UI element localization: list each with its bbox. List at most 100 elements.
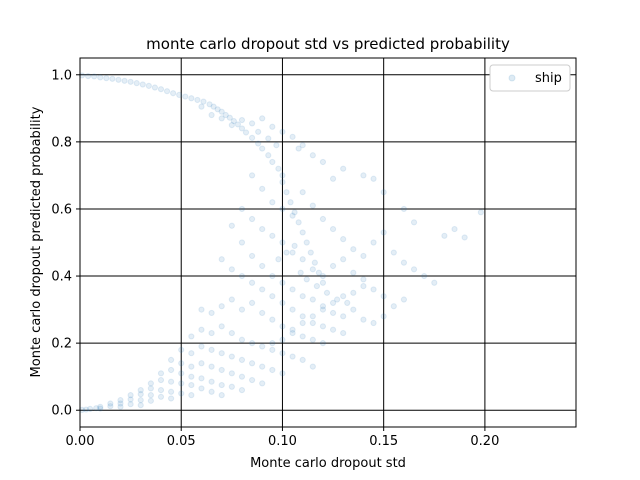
- data-point: [287, 199, 294, 206]
- data-point: [269, 232, 276, 239]
- data-point: [228, 370, 235, 377]
- data-point: [147, 380, 154, 387]
- data-point: [210, 103, 217, 110]
- data-point: [291, 209, 298, 216]
- data-point: [269, 293, 276, 300]
- data-point: [380, 229, 387, 236]
- data-point: [299, 256, 306, 263]
- data-point: [370, 239, 377, 246]
- data-point: [319, 215, 327, 223]
- data-point: [259, 363, 266, 370]
- data-point: [248, 215, 256, 223]
- data-point: [451, 225, 458, 233]
- data-point: [228, 121, 235, 129]
- data-point: [127, 401, 134, 408]
- data-point: [431, 279, 438, 286]
- data-point: [295, 145, 302, 152]
- data-point: [188, 381, 195, 389]
- data-point: [151, 84, 159, 91]
- data-point: [269, 199, 276, 206]
- data-point: [218, 366, 225, 374]
- data-point: [178, 346, 185, 353]
- data-point: [275, 256, 282, 263]
- data-point: [168, 378, 175, 385]
- data-point: [269, 316, 276, 323]
- data-point: [157, 86, 165, 93]
- data-point: [299, 313, 306, 320]
- data-point: [297, 269, 304, 276]
- data-point: [208, 329, 215, 337]
- data-point: [208, 346, 215, 353]
- data-point: [299, 189, 306, 196]
- data-point: [390, 303, 397, 310]
- data-point: [198, 343, 205, 350]
- data-point: [218, 381, 225, 389]
- data-point: [279, 179, 286, 186]
- data-point: [269, 366, 276, 374]
- data-point: [188, 95, 195, 102]
- data-point: [400, 259, 408, 266]
- data-point: [279, 323, 286, 330]
- data-point: [350, 246, 357, 253]
- data-point: [178, 370, 185, 377]
- data-point: [307, 249, 314, 256]
- data-point: [147, 385, 154, 392]
- data-point: [127, 78, 134, 85]
- data-point: [208, 378, 215, 385]
- data-point: [329, 225, 337, 233]
- data-point: [238, 387, 246, 394]
- data-point: [188, 363, 195, 370]
- data-point: [370, 286, 377, 293]
- data-point: [289, 249, 296, 256]
- data-point: [198, 360, 205, 367]
- data-point: [283, 189, 290, 196]
- data-point: [200, 98, 207, 105]
- data-point: [157, 393, 165, 400]
- data-point: [340, 329, 347, 337]
- data-point: [279, 128, 286, 135]
- data-point: [168, 356, 175, 364]
- data-point: [168, 395, 175, 402]
- data-point: [309, 319, 316, 327]
- data-point: [178, 390, 185, 397]
- data-point: [238, 272, 246, 280]
- data-point: [168, 388, 175, 395]
- data-point: [214, 106, 221, 113]
- data-point: [248, 252, 256, 260]
- legend-box: [489, 64, 571, 92]
- data-point: [400, 205, 408, 213]
- data-point: [228, 353, 235, 360]
- data-point: [319, 323, 327, 330]
- data-point: [350, 289, 357, 296]
- data-point: [157, 387, 165, 394]
- data-point: [208, 388, 215, 395]
- data-point: [78, 72, 86, 79]
- data-point: [279, 336, 286, 343]
- data-point: [206, 101, 213, 108]
- x-tick-label: 0.15: [369, 434, 398, 449]
- data-point: [198, 103, 205, 110]
- data-point: [441, 232, 448, 239]
- data-point: [218, 350, 225, 357]
- data-point: [279, 370, 286, 377]
- data-point: [259, 225, 266, 233]
- data-point: [283, 249, 290, 256]
- data-point: [259, 286, 266, 293]
- data-point: [259, 309, 266, 317]
- data-point: [238, 306, 246, 313]
- data-point: [238, 336, 246, 343]
- y-tick-label: 0.8: [51, 135, 72, 150]
- data-point: [303, 276, 310, 283]
- data-point: [259, 380, 266, 387]
- data-point: [340, 236, 347, 243]
- data-point: [238, 239, 246, 246]
- data-point: [255, 128, 262, 135]
- data-point: [208, 309, 215, 317]
- data-point: [329, 262, 337, 270]
- x-tick-label: 0.20: [470, 434, 499, 449]
- data-point: [228, 222, 235, 229]
- data-point: [309, 152, 316, 159]
- data-point: [329, 309, 337, 317]
- data-point: [178, 380, 185, 387]
- data-point: [279, 350, 286, 357]
